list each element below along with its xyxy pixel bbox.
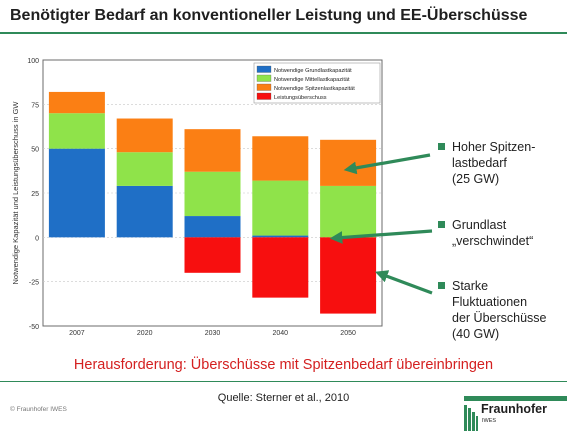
- bar-segment: [116, 185, 173, 238]
- bar-segment: [320, 139, 377, 186]
- annotation-line: (25 GW): [452, 172, 500, 186]
- arrow-fluctuation-icon: [375, 270, 433, 295]
- chart-legend: Notwendige Grundlastkapazität Notwendige …: [253, 62, 381, 104]
- annotation-line: Hoher Spitzen-: [452, 140, 536, 154]
- y-tick-label: 100: [27, 58, 39, 65]
- legend-label: Notwendige Spitzenlastkapazität: [274, 86, 355, 92]
- bar-segment: [320, 237, 377, 314]
- title-divider: [0, 32, 567, 34]
- legend-label: Notwendige Grundlastkapazität: [274, 68, 352, 74]
- annotation-fluctuations: Starke Fluktuationen der Überschüsse (40…: [438, 278, 547, 342]
- legend-swatch: [256, 65, 272, 73]
- y-tick-label: -50: [29, 324, 39, 331]
- y-tick-label: 75: [31, 102, 39, 109]
- bar-segment: [252, 237, 309, 298]
- annotation-base-load: Grundlast „verschwindet“: [438, 217, 534, 249]
- bar-segment: [116, 152, 173, 186]
- annotation-line: der Überschüsse: [452, 311, 547, 325]
- x-tick-label: 2007: [69, 330, 85, 337]
- bar-segment: [320, 185, 377, 238]
- bar-segment: [252, 136, 309, 181]
- y-axis-label: Notwendige Kapazität und Leistungsübersc…: [11, 101, 20, 285]
- y-tick-label: 0: [35, 235, 39, 242]
- legend-box: [253, 62, 381, 104]
- bullet-icon: [438, 143, 445, 150]
- copyright-notice: © Fraunhofer IWES: [10, 406, 67, 413]
- source-citation: Quelle: Sterner et al., 2010: [217, 392, 350, 404]
- footer-divider: [0, 381, 567, 382]
- bar-segment: [252, 180, 309, 236]
- bar-segment: [48, 91, 105, 114]
- legend-swatch: [256, 92, 272, 100]
- annotation-line: Starke: [452, 279, 489, 293]
- fraunhofer-logo: Fraunhofer IWES: [464, 396, 567, 435]
- x-tick-label: 2030: [205, 330, 221, 337]
- challenge-statement: Herausforderung: Überschüsse mit Spitzen…: [73, 357, 494, 373]
- x-tick-label: 2040: [273, 330, 289, 337]
- bar-segment: [184, 237, 241, 273]
- x-tick-label: 2050: [340, 330, 356, 337]
- bar-segment: [48, 113, 105, 149]
- bar-segment: [184, 171, 241, 217]
- x-tick-label: 2020: [137, 330, 153, 337]
- legend-label: Notwendige Mittellastkapazität: [274, 77, 350, 83]
- bar-segment: [116, 118, 173, 153]
- arrow-peak-icon: [343, 153, 431, 175]
- annotation-line: „verschwindet“: [452, 234, 534, 248]
- annotation-line: (40 GW): [452, 327, 500, 341]
- logo-bar: [464, 396, 567, 401]
- bar-segment: [48, 148, 105, 238]
- y-tick-label: -25: [29, 280, 39, 287]
- bar-segment: [252, 235, 309, 238]
- bullet-icon: [438, 282, 445, 289]
- bar-segment: [184, 216, 241, 238]
- annotation-peak-demand: Hoher Spitzen- lastbedarf (25 GW): [438, 139, 536, 187]
- annotation-line: lastbedarf: [452, 156, 507, 170]
- legend-label: Leistungsüberschuss: [274, 95, 327, 101]
- legend-swatch: [256, 74, 272, 82]
- legend-swatch: [256, 83, 272, 91]
- logo-institute: IWES: [482, 418, 497, 424]
- y-tick-label: 25: [31, 191, 39, 198]
- annotation-line: Grundlast: [452, 218, 507, 232]
- y-tick-label: 50: [31, 147, 39, 154]
- bullet-icon: [438, 221, 445, 228]
- bar-segment: [184, 129, 241, 172]
- stacked-bar-chart: -50 -25 0 25 50 75 100 2007 2020 2030 2040 2050 No…: [11, 58, 433, 337]
- annotation-line: Fluktuationen: [452, 295, 528, 309]
- slide-title: Benötigter Bedarf an konventioneller Lei…: [10, 7, 528, 24]
- fraunhofer-mark-icon: [464, 405, 478, 431]
- logo-brand: Fraunhofer: [481, 402, 547, 416]
- arrow-base-load-icon: [329, 229, 433, 244]
